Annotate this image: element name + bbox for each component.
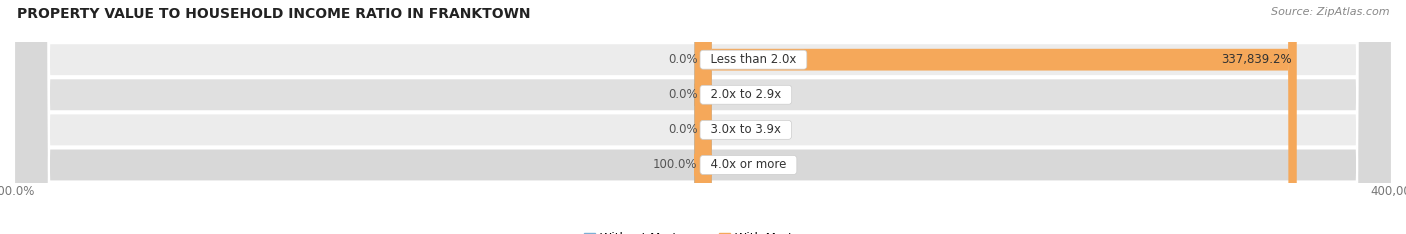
Text: 58.1%: 58.1% (709, 158, 745, 172)
FancyBboxPatch shape (695, 0, 711, 234)
FancyBboxPatch shape (14, 0, 1392, 234)
Text: PROPERTY VALUE TO HOUSEHOLD INCOME RATIO IN FRANKTOWN: PROPERTY VALUE TO HOUSEHOLD INCOME RATIO… (17, 7, 530, 21)
Legend: Without Mortgage, With Mortgage: Without Mortgage, With Mortgage (579, 227, 827, 234)
FancyBboxPatch shape (14, 0, 1392, 234)
Text: 0.0%: 0.0% (668, 88, 697, 101)
Text: 4.0x or more: 4.0x or more (703, 158, 794, 172)
FancyBboxPatch shape (14, 0, 1392, 234)
FancyBboxPatch shape (695, 0, 711, 234)
FancyBboxPatch shape (14, 0, 1392, 234)
Text: Source: ZipAtlas.com: Source: ZipAtlas.com (1271, 7, 1389, 17)
Text: 0.0%: 0.0% (668, 123, 697, 136)
Text: Less than 2.0x: Less than 2.0x (703, 53, 804, 66)
Text: 3.0x to 3.9x: 3.0x to 3.9x (703, 123, 789, 136)
Text: 2.0x to 2.9x: 2.0x to 2.9x (703, 88, 789, 101)
FancyBboxPatch shape (703, 0, 1296, 234)
Text: 337,839.2%: 337,839.2% (1220, 53, 1292, 66)
FancyBboxPatch shape (695, 0, 711, 234)
Text: 100.0%: 100.0% (652, 158, 697, 172)
Text: 14.9%: 14.9% (709, 88, 745, 101)
Text: 0.0%: 0.0% (709, 123, 738, 136)
Text: 0.0%: 0.0% (668, 53, 697, 66)
